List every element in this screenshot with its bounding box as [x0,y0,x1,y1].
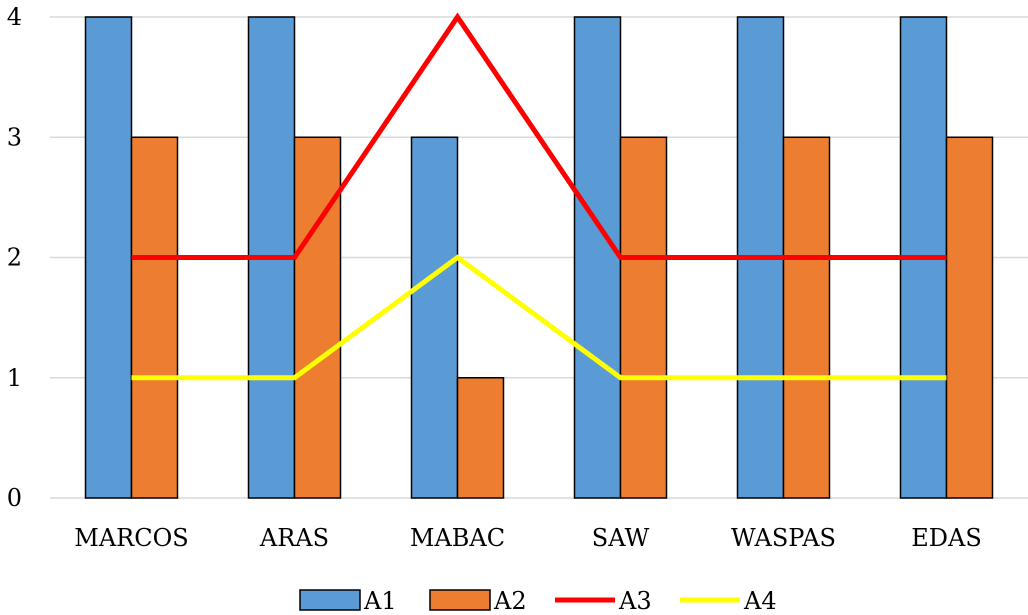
y-tick-label: 3 [7,123,22,151]
legend-label-a3: A3 [618,587,652,615]
x-tick-label: WASPAS [731,524,836,552]
series-lines [131,12,947,381]
bar-a2-marcos [130,136,179,499]
y-tick-label: 1 [7,364,22,392]
x-axis-ticks: MARCOS ARAS MABAC SAW WASPAS EDAS [74,524,982,552]
bar-a2-edas [945,136,994,499]
legend-label-a2: A2 [493,587,527,615]
y-axis-ticks: 0 1 2 3 4 [7,3,22,512]
x-tick-label: EDAS [911,524,982,552]
bar-a2-waspas [782,136,831,499]
legend-swatch-a2 [429,589,491,611]
bar-a2-aras [293,136,342,499]
x-tick-label: SAW [592,524,650,552]
y-tick-label: 2 [7,244,22,272]
x-tick-label: MARCOS [74,524,188,552]
legend-label-a1: A1 [363,587,397,615]
y-tick-label: 4 [7,3,22,31]
legend-swatch-a1 [299,589,361,611]
line-a3 [131,12,947,260]
bar-a1-mabac [410,136,459,499]
y-tick-label: 0 [7,484,22,512]
bar-a2-saw [619,136,668,499]
x-tick-label: ARAS [259,524,329,552]
legend: A1 A2 A3 A4 [299,587,777,615]
bar-a2-mabac [456,377,505,499]
bar-a1-marcos [84,16,133,499]
legend-label-a4: A4 [743,587,777,615]
bar-a1-saw [573,16,622,499]
line-a4 [131,254,947,381]
x-tick-label: MABAC [410,524,505,552]
